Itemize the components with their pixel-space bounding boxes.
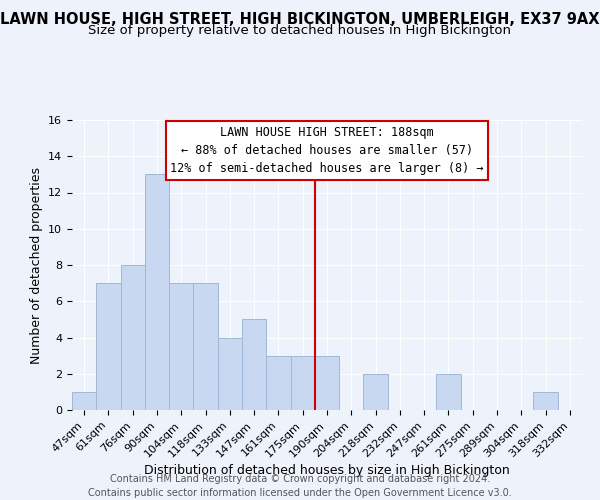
Bar bbox=[169, 283, 193, 410]
Bar bbox=[96, 283, 121, 410]
Bar bbox=[533, 392, 558, 410]
Y-axis label: Number of detached properties: Number of detached properties bbox=[29, 166, 43, 364]
Text: Size of property relative to detached houses in High Bickington: Size of property relative to detached ho… bbox=[89, 24, 511, 37]
Bar bbox=[193, 283, 218, 410]
Text: LAWN HOUSE, HIGH STREET, HIGH BICKINGTON, UMBERLEIGH, EX37 9AX: LAWN HOUSE, HIGH STREET, HIGH BICKINGTON… bbox=[0, 12, 600, 28]
Text: LAWN HOUSE HIGH STREET: 188sqm
← 88% of detached houses are smaller (57)
12% of : LAWN HOUSE HIGH STREET: 188sqm ← 88% of … bbox=[170, 126, 484, 175]
Bar bbox=[266, 356, 290, 410]
Bar bbox=[121, 265, 145, 410]
Bar bbox=[315, 356, 339, 410]
Bar bbox=[218, 338, 242, 410]
Bar bbox=[436, 374, 461, 410]
Bar bbox=[72, 392, 96, 410]
Bar bbox=[290, 356, 315, 410]
Bar bbox=[242, 320, 266, 410]
Bar bbox=[364, 374, 388, 410]
Text: Contains HM Land Registry data © Crown copyright and database right 2024.
Contai: Contains HM Land Registry data © Crown c… bbox=[88, 474, 512, 498]
Bar bbox=[145, 174, 169, 410]
X-axis label: Distribution of detached houses by size in High Bickington: Distribution of detached houses by size … bbox=[144, 464, 510, 477]
